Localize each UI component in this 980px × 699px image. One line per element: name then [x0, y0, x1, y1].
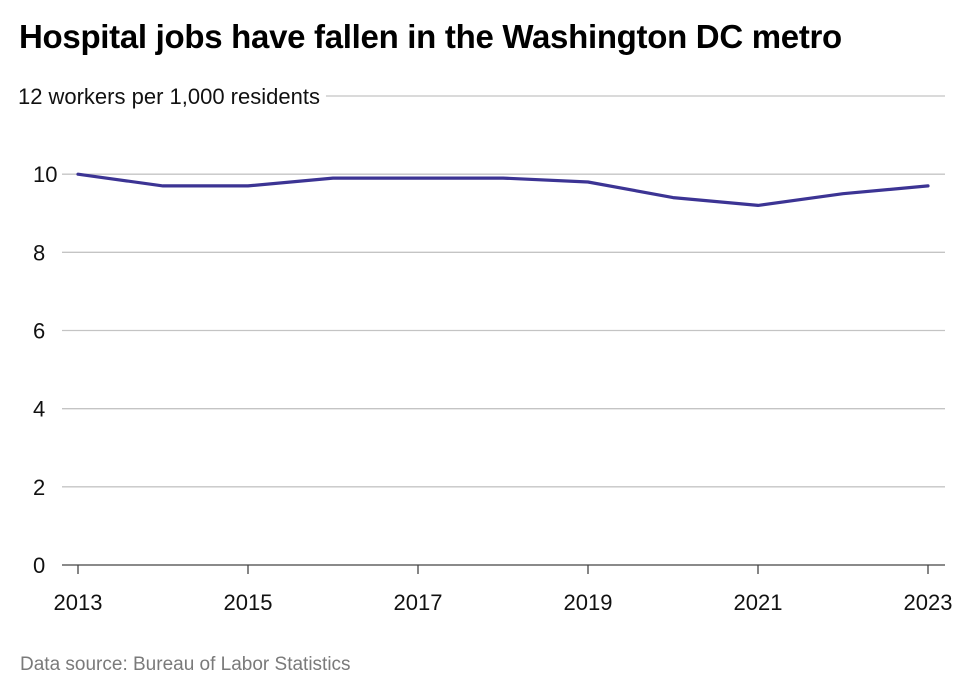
- y-axis-ticks: 0 2 4 6 8 10 12 workers per 1,000 residents: [18, 84, 320, 578]
- x-tick-label: 2015: [224, 590, 273, 615]
- x-axis: 2013 2015 2017 2019 2021 2023: [54, 565, 953, 615]
- gridlines: [62, 95, 945, 566]
- data-source-note: Data source: Bureau of Labor Statistics: [20, 654, 351, 675]
- x-tick-label: 2021: [734, 590, 783, 615]
- chart-title: Hospital jobs have fallen in the Washing…: [19, 18, 842, 55]
- y-tick-label: 8: [33, 240, 45, 265]
- series-lines: [76, 172, 930, 207]
- x-tick-label: 2019: [564, 590, 613, 615]
- y-tick-label: 2: [33, 475, 45, 500]
- y-tick-label: 4: [33, 397, 45, 422]
- y-tick-label: 10: [33, 162, 57, 187]
- y-tick-label: 0: [33, 553, 45, 578]
- y-tick-label: 6: [33, 319, 45, 344]
- x-tick-label: 2013: [54, 590, 103, 615]
- x-tick-label: 2023: [904, 590, 953, 615]
- x-tick-label: 2017: [394, 590, 443, 615]
- y-tick-label: 12 workers per 1,000 residents: [18, 84, 320, 109]
- series-line: [76, 172, 930, 207]
